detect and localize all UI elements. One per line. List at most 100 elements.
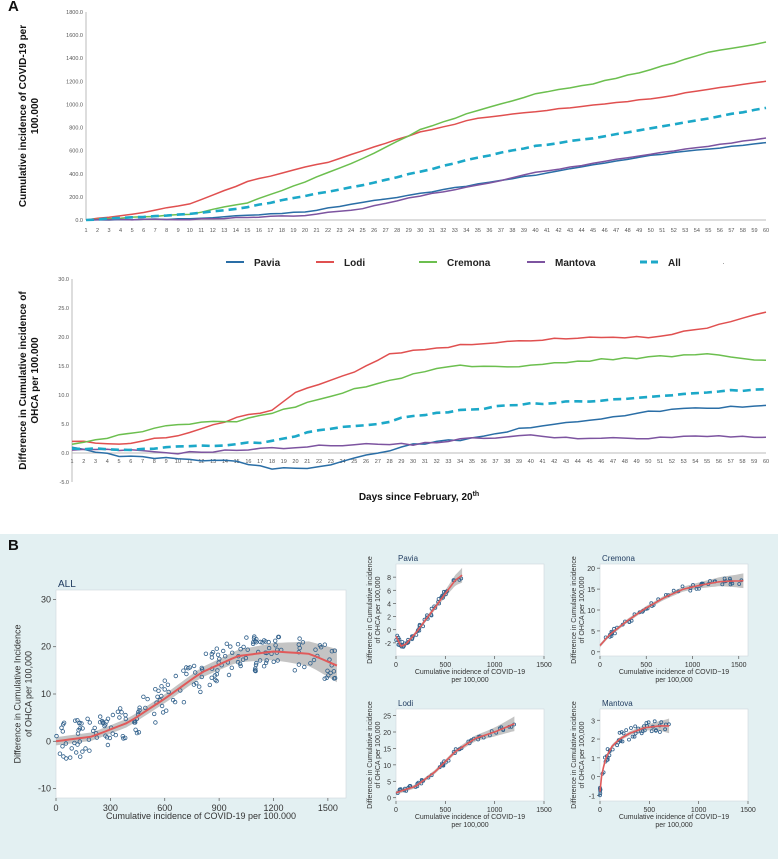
x-tick-label: 2 bbox=[96, 228, 99, 234]
data-point bbox=[616, 738, 621, 743]
x-tick-label: 52 bbox=[669, 459, 675, 465]
x-tick-label: 50 bbox=[648, 228, 654, 234]
data-point bbox=[191, 663, 197, 669]
x-tick-label: 31 bbox=[429, 228, 435, 234]
data-point bbox=[722, 576, 727, 581]
y-tick-label: 10 bbox=[383, 763, 391, 770]
y-tick-label: 0 bbox=[387, 628, 391, 635]
x-tick-label: 10 bbox=[175, 459, 181, 465]
y-axis-title: Cumulative incidence of COVID-19 per100.… bbox=[18, 25, 41, 207]
chart-b-lodi: 0 5 10 15 20 25 0 500 1000 1500 Lodi Cumulative inc… bbox=[367, 699, 552, 829]
x-tick-label: 45 bbox=[590, 228, 596, 234]
x-tick-label: 1000 bbox=[685, 662, 701, 669]
legend-label-mantova: Mantova bbox=[555, 258, 596, 269]
y-tick-label: 10 bbox=[587, 608, 595, 615]
data-point bbox=[75, 718, 80, 723]
x-tick-label: 9 bbox=[165, 459, 168, 465]
x-tick-label: 48 bbox=[622, 459, 628, 465]
plot-area bbox=[395, 708, 545, 802]
data-point bbox=[162, 678, 167, 683]
data-point bbox=[83, 746, 88, 751]
legend-label-lodi: Lodi bbox=[344, 258, 365, 269]
data-point bbox=[416, 628, 420, 632]
x-tick-label: 42 bbox=[555, 228, 561, 234]
x-tick-label: 500 bbox=[439, 807, 451, 814]
data-point bbox=[213, 677, 218, 683]
data-point bbox=[172, 699, 178, 705]
x-tick-label: 57 bbox=[728, 228, 734, 234]
y-tick-label: 1800.0 bbox=[66, 10, 83, 16]
data-point bbox=[90, 728, 96, 734]
data-point bbox=[229, 665, 234, 670]
data-point bbox=[605, 747, 610, 752]
x-tick-label: 39 bbox=[516, 459, 522, 465]
x-tick-label: 1500 bbox=[536, 807, 552, 814]
y-tick-label: -1 bbox=[589, 793, 595, 800]
x-tick-label: 22 bbox=[316, 459, 322, 465]
x-tick-label: 3 bbox=[108, 228, 111, 234]
x-axis-title-line2: per 100,000 bbox=[655, 677, 692, 684]
y-tick-label: 1000.0 bbox=[66, 102, 83, 108]
y-tick-label: 25.0 bbox=[58, 306, 69, 312]
y-tick-label: 1600.0 bbox=[66, 33, 83, 39]
x-tick-label: 53 bbox=[682, 228, 688, 234]
x-tick-label: 16 bbox=[245, 459, 251, 465]
x-tick-label: 18 bbox=[269, 459, 275, 465]
data-point bbox=[80, 726, 85, 731]
data-point bbox=[166, 689, 171, 695]
x-tick-label: 28 bbox=[394, 228, 400, 234]
data-point bbox=[87, 720, 92, 725]
subplot-title: Lodi bbox=[398, 699, 413, 708]
data-point bbox=[253, 662, 259, 668]
panel-label-a: A bbox=[8, 0, 19, 15]
data-point bbox=[136, 730, 142, 735]
x-tick-label: 600 bbox=[157, 803, 172, 813]
data-point bbox=[244, 635, 249, 640]
data-point bbox=[322, 642, 327, 647]
data-point bbox=[322, 676, 327, 681]
x-tick-label: 21 bbox=[304, 459, 310, 465]
x-axis-title-line2: per 100,000 bbox=[655, 822, 692, 829]
x-tick-label: 27 bbox=[375, 459, 381, 465]
data-point bbox=[67, 755, 73, 760]
x-tick-label: 17 bbox=[267, 228, 273, 234]
x-tick-label: 21 bbox=[313, 228, 319, 234]
data-point bbox=[85, 716, 90, 721]
x-tick-label: 26 bbox=[363, 459, 369, 465]
data-point bbox=[697, 586, 701, 591]
data-point bbox=[238, 646, 243, 652]
data-point bbox=[292, 668, 297, 673]
x-tick-label: 49 bbox=[634, 459, 640, 465]
data-point bbox=[61, 722, 66, 727]
x-axis-title: Cumulative incidence of COVID−19 bbox=[415, 814, 525, 821]
x-tick-label: 18 bbox=[279, 228, 285, 234]
x-tick-label: 1 bbox=[84, 228, 87, 234]
x-tick-label: 4 bbox=[106, 459, 109, 465]
data-point bbox=[649, 729, 654, 734]
x-tick-label: 30 bbox=[410, 459, 416, 465]
data-point bbox=[238, 663, 243, 669]
x-tick-label: 1500 bbox=[731, 662, 747, 669]
data-point bbox=[633, 724, 638, 729]
data-point bbox=[151, 711, 157, 717]
data-point bbox=[659, 720, 664, 725]
data-point bbox=[654, 728, 658, 733]
x-axis-title: Cumulative incidence of COVID−19 bbox=[619, 814, 729, 821]
x-tick-label: 2 bbox=[82, 459, 85, 465]
data-point bbox=[75, 742, 80, 747]
data-point bbox=[209, 675, 214, 680]
data-point bbox=[296, 662, 302, 667]
y-tick-label: 10.0 bbox=[58, 393, 69, 399]
y-tick-label: 30 bbox=[41, 594, 51, 604]
panel-label-b: B bbox=[8, 537, 19, 554]
x-axis-title: Days since February, 20th bbox=[359, 491, 479, 503]
data-point bbox=[73, 750, 79, 755]
y-tick-label: 20 bbox=[383, 730, 391, 737]
x-tick-label: 8 bbox=[153, 459, 156, 465]
data-point bbox=[728, 582, 733, 587]
data-point bbox=[63, 741, 69, 746]
data-point bbox=[737, 582, 742, 586]
data-point bbox=[54, 733, 59, 739]
